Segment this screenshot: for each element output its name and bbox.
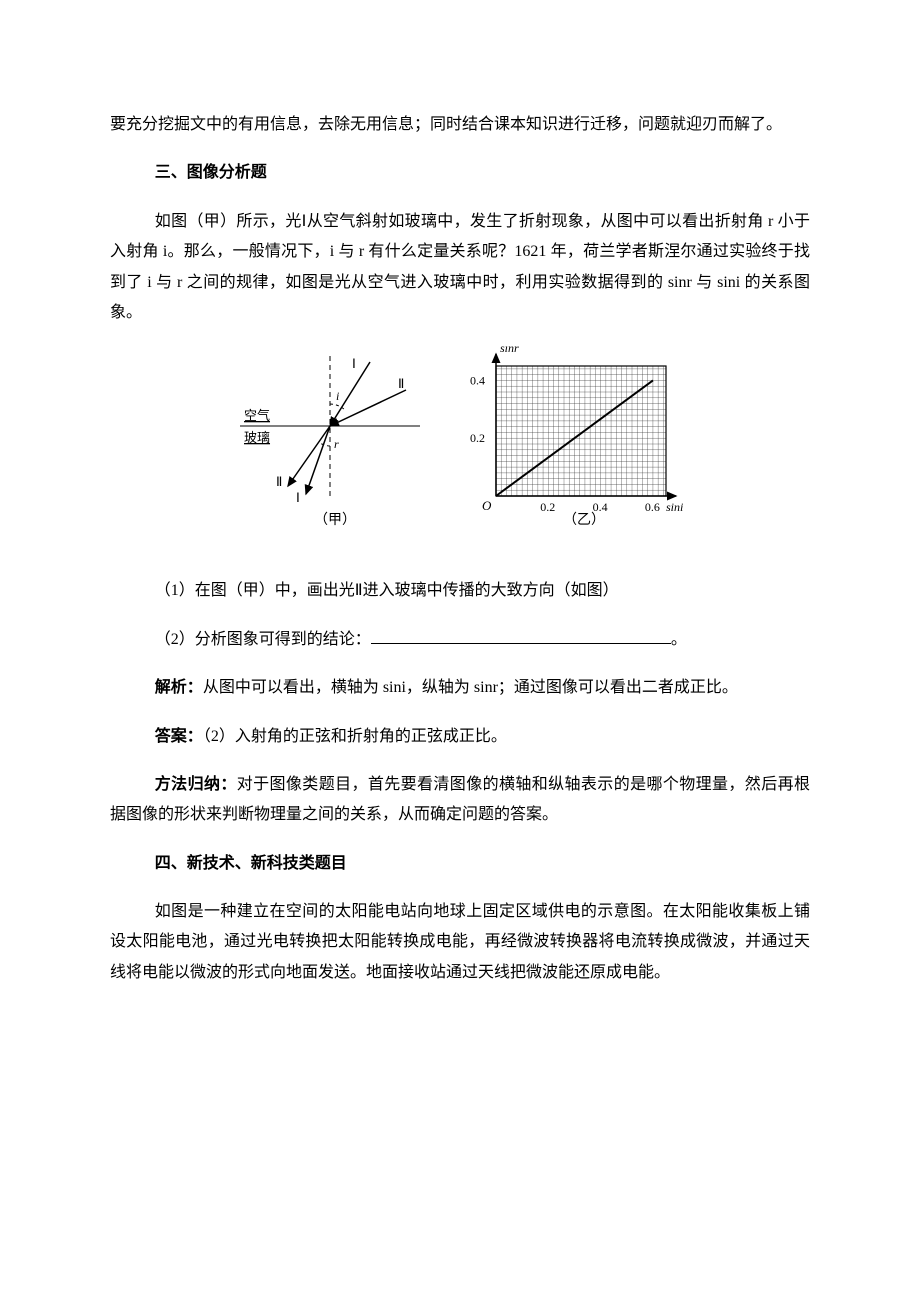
- intro-continuation: 要充分挖掘文中的有用信息，去除无用信息；同时结合课本知识进行迁移，问题就迎刃而解…: [110, 110, 810, 140]
- question-2: （2）分析图象可得到的结论： 。: [110, 625, 810, 655]
- svg-text:（甲）: （甲）: [314, 512, 356, 528]
- svg-text:0.6: 0.6: [645, 500, 660, 514]
- svg-text:r: r: [334, 437, 339, 451]
- svg-text:sini: sini: [666, 500, 683, 514]
- svg-text:0.2: 0.2: [470, 432, 485, 446]
- section-4-heading: 四、新技术、新科技类题目: [110, 849, 810, 879]
- svg-text:sinr: sinr: [500, 346, 519, 355]
- section-3-heading: 三、图像分析题: [110, 158, 810, 188]
- svg-text:（乙）: （乙）: [563, 512, 605, 528]
- answer-blank: [371, 628, 671, 643]
- svg-text:Ⅰ: Ⅰ: [296, 490, 300, 505]
- svg-text:i: i: [336, 389, 339, 403]
- page: 要充分挖掘文中的有用信息，去除无用信息；同时结合课本知识进行迁移，问题就迎刃而解…: [0, 0, 920, 988]
- analysis: 解析：从图中可以看出，横轴为 sini，纵轴为 sinr；通过图像可以看出二者成…: [110, 673, 810, 703]
- svg-text:O: O: [482, 498, 492, 513]
- analysis-body: 从图中可以看出，横轴为 sini，纵轴为 sinr；通过图像可以看出二者成正比。: [203, 679, 738, 696]
- method-label: 方法归纳：: [155, 776, 237, 793]
- refraction-figure: 空气玻璃ⅠⅡiⅠⅡr（甲）0.20.40.60.20.4Osinisinr（乙）: [230, 346, 690, 536]
- section-4-problem: 如图是一种建立在空间的太阳能电站向地球上固定区域供电的示意图。在太阳能收集板上铺…: [110, 897, 810, 988]
- answer: 答案：（2）入射角的正弦和折射角的正弦成正比。: [110, 722, 810, 752]
- analysis-label: 解析：: [155, 679, 203, 696]
- svg-text:空气: 空气: [244, 408, 270, 423]
- answer-label: 答案：: [155, 728, 203, 745]
- svg-text:Ⅱ: Ⅱ: [398, 376, 404, 391]
- svg-text:Ⅱ: Ⅱ: [276, 474, 282, 489]
- section-3-problem: 如图（甲）所示，光Ⅰ从空气斜射如玻璃中，发生了折射现象，从图中可以看出折射角 r…: [110, 207, 810, 329]
- svg-text:Ⅰ: Ⅰ: [352, 356, 356, 371]
- answer-body: （2）入射角的正弦和折射角的正弦成正比。: [203, 728, 507, 745]
- q2-suffix: 。: [671, 631, 687, 648]
- question-1: （1）在图（甲）中，画出光Ⅱ进入玻璃中传播的大致方向（如图）: [110, 576, 810, 606]
- svg-text:玻璃: 玻璃: [244, 430, 270, 445]
- svg-text:0.4: 0.4: [470, 374, 485, 388]
- svg-text:0.4: 0.4: [593, 500, 608, 514]
- figure-wrap: 空气玻璃ⅠⅡiⅠⅡr（甲）0.20.40.60.20.4Osinisinr（乙）: [110, 346, 810, 536]
- q2-prefix: （2）分析图象可得到的结论：: [155, 631, 371, 648]
- method: 方法归纳：对于图像类题目，首先要看清图像的横轴和纵轴表示的是哪个物理量，然后再根…: [110, 770, 810, 831]
- svg-text:0.2: 0.2: [540, 500, 555, 514]
